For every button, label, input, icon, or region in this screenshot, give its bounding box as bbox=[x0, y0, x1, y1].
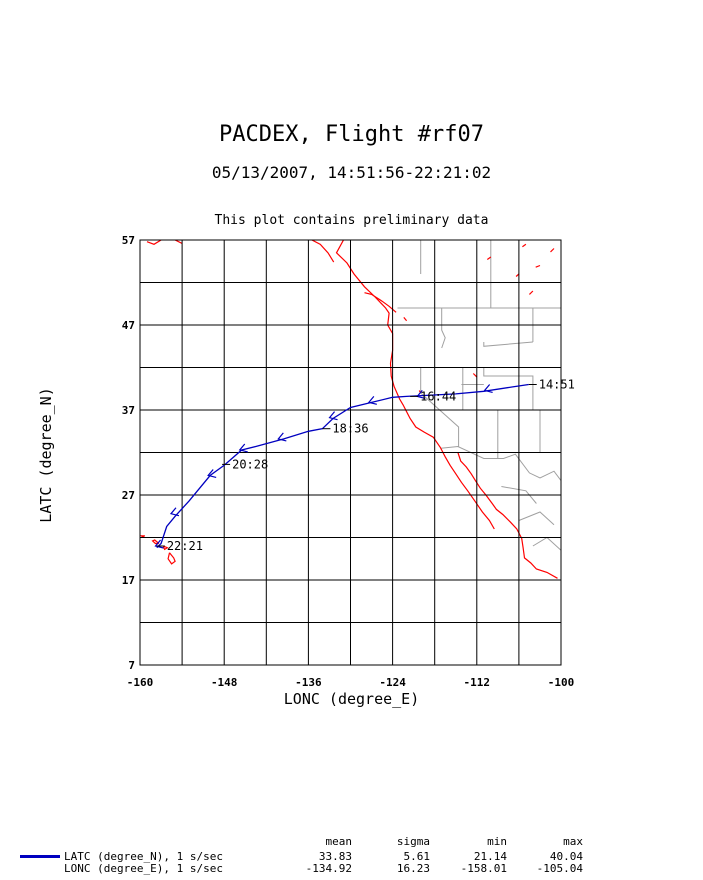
x-tick-label: -136 bbox=[295, 676, 322, 689]
y-tick-label: 7 bbox=[128, 659, 135, 672]
y-tick-label: 37 bbox=[122, 404, 135, 417]
flight-track bbox=[154, 383, 529, 549]
x-axis-label: LONC (degree_E) bbox=[283, 690, 420, 708]
y-tick-label: 47 bbox=[122, 319, 135, 332]
coastline-segment bbox=[167, 552, 176, 565]
border-segment bbox=[532, 536, 561, 551]
coastline-segment bbox=[403, 317, 408, 322]
coastline-segment bbox=[364, 292, 397, 313]
legend-value: 16.23 bbox=[396, 862, 430, 875]
border-segment bbox=[441, 308, 446, 349]
direction-mark bbox=[154, 539, 164, 549]
coastline-segment bbox=[311, 240, 335, 263]
border-segment bbox=[440, 445, 561, 481]
coastline-segment bbox=[162, 545, 169, 551]
border-segment bbox=[483, 341, 533, 347]
coastline-segment bbox=[174, 240, 183, 244]
direction-mark bbox=[367, 395, 377, 405]
x-tick-label: -112 bbox=[464, 676, 491, 689]
time-label: 20:28 bbox=[232, 457, 268, 471]
coastline-segment bbox=[522, 243, 527, 248]
legend: mean sigma min max LATC (degree_N), 1 s/… bbox=[0, 836, 703, 880]
direction-mark bbox=[483, 384, 493, 394]
coastline-segment bbox=[528, 290, 534, 295]
y-tick-label: 27 bbox=[122, 489, 135, 502]
preliminary-note: This plot contains preliminary data bbox=[214, 213, 489, 228]
direction-mark bbox=[169, 507, 180, 517]
time-label: 14:51 bbox=[539, 378, 575, 392]
direction-mark bbox=[207, 469, 217, 479]
plot-title: PACDEX, Flight #rf07 bbox=[219, 122, 484, 147]
plot-subtitle: 05/13/2007, 14:51:56-22:21:02 bbox=[211, 163, 492, 182]
legend-value: -158.01 bbox=[460, 862, 507, 875]
direction-mark bbox=[238, 443, 248, 453]
legend-value: -134.92 bbox=[305, 862, 352, 875]
time-labels: 14:51 16:44 18:36 20:28 22:21 bbox=[156, 378, 575, 553]
time-label: 22:21 bbox=[167, 539, 203, 553]
coastline-segment bbox=[550, 248, 555, 253]
time-label: 18:36 bbox=[332, 422, 368, 436]
axis-ticks: -160 -148 -136 -124 -112 -100 7 17 27 37 47 57 bbox=[122, 234, 575, 689]
legend-value: 21.14 bbox=[473, 850, 507, 863]
y-tick-label: 17 bbox=[122, 574, 135, 587]
legend-header-max: max bbox=[563, 835, 583, 848]
grid-lines bbox=[139, 239, 562, 666]
legend-value: 40.04 bbox=[549, 850, 583, 863]
y-axis-label: LATC (degree_N) bbox=[37, 387, 55, 523]
coastline-segment bbox=[472, 373, 478, 378]
x-tick-label: -124 bbox=[379, 676, 406, 689]
legend-header-mean: mean bbox=[325, 835, 353, 848]
coastline-segment bbox=[140, 535, 146, 538]
track-line bbox=[156, 383, 529, 549]
x-tick-label: -148 bbox=[211, 676, 238, 689]
coastline bbox=[140, 240, 558, 579]
x-tick-label: -100 bbox=[548, 676, 575, 689]
x-tick-label: -160 bbox=[127, 676, 154, 689]
legend-value: 5.61 bbox=[403, 850, 431, 863]
border-segment bbox=[420, 367, 460, 447]
legend-header-min: min bbox=[487, 835, 507, 848]
legend-line-swatch bbox=[20, 855, 60, 858]
direction-mark bbox=[277, 432, 287, 442]
direction-mark bbox=[328, 411, 338, 421]
legend-row-label: LATC (degree_N), 1 s/sec bbox=[64, 850, 223, 863]
legend-header-sigma: sigma bbox=[396, 835, 430, 848]
plot-frame bbox=[139, 239, 562, 666]
coastline-segment bbox=[535, 264, 541, 268]
legend-value: 33.83 bbox=[318, 850, 352, 863]
border-segment bbox=[518, 511, 555, 526]
coastline-segment bbox=[486, 256, 492, 260]
legend-row-label: LONC (degree_E), 1 s/sec bbox=[64, 862, 223, 875]
border-segment bbox=[501, 486, 537, 504]
legend-value: -105.04 bbox=[536, 862, 583, 875]
coastline-segment bbox=[151, 539, 160, 545]
coastline-segment bbox=[146, 240, 162, 245]
y-tick-label: 57 bbox=[122, 234, 135, 247]
coastline-segment bbox=[457, 452, 558, 579]
border-segment bbox=[391, 367, 561, 411]
time-label: 16:44 bbox=[420, 389, 456, 403]
